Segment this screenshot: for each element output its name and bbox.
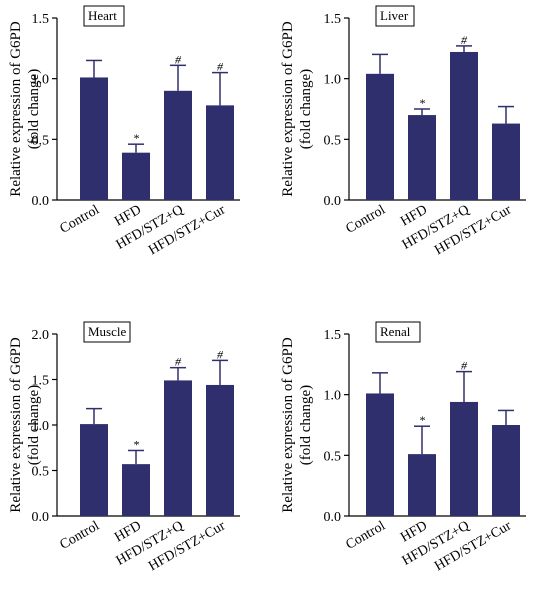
bar xyxy=(122,464,150,516)
bar xyxy=(408,454,436,516)
panel-label: Muscle xyxy=(88,324,127,339)
bar xyxy=(492,425,520,516)
y-tick-label: 1.5 xyxy=(324,328,342,343)
y-tick-label: 0.0 xyxy=(324,510,342,525)
bar xyxy=(492,123,520,200)
x-tick-label: Control xyxy=(343,518,388,552)
y-axis-title-unit: (fold change) xyxy=(26,385,42,465)
significance-marker: * xyxy=(133,437,139,451)
y-tick-label: 1.0 xyxy=(32,419,50,434)
bar xyxy=(164,380,192,516)
y-axis-title: Relative expression of G6PD xyxy=(280,337,296,513)
y-tick-label: 0.0 xyxy=(32,510,50,525)
y-axis-title-unit: (fold change) xyxy=(298,385,314,465)
x-tick-label: Control xyxy=(57,202,102,236)
significance-marker: # xyxy=(461,359,468,373)
bar xyxy=(366,393,394,516)
x-tick-label: Control xyxy=(57,518,102,552)
y-axis-title: Relative expression of G6PD xyxy=(280,21,296,197)
y-tick-label: 0.0 xyxy=(32,194,50,209)
panel-label: Liver xyxy=(380,8,409,23)
y-axis-title-unit: (fold change) xyxy=(298,69,314,149)
bar xyxy=(206,105,234,200)
y-tick-label: 1.5 xyxy=(32,374,50,389)
bar xyxy=(164,90,192,200)
bar xyxy=(80,77,108,200)
significance-marker: * xyxy=(419,96,425,110)
x-tick-label: Control xyxy=(343,202,388,236)
bar xyxy=(408,115,436,200)
y-tick-label: 0.5 xyxy=(324,133,342,148)
y-axis-title-unit: (fold change) xyxy=(26,69,42,149)
y-tick-label: 1.0 xyxy=(32,73,50,88)
chart-panel-liver: 0.0 0.5 1.0 1.5 Relative expression of G6PD(… xyxy=(280,5,526,258)
y-tick-label: 2.0 xyxy=(32,328,50,343)
y-tick-label: 1.5 xyxy=(324,12,342,27)
panel-label-box xyxy=(375,321,421,343)
chart-panel-muscle: 0.0 0.5 1.0 1.5 2.0 Relative expression of G6… xyxy=(8,321,240,574)
panel-label: Heart xyxy=(88,8,117,23)
bar xyxy=(122,152,150,200)
significance-marker: * xyxy=(133,131,139,145)
y-tick-label: 0.5 xyxy=(32,133,50,148)
chart-panel-heart: 0.0 0.5 1.0 1.5 Relative expression of G6PD(… xyxy=(8,5,240,258)
panel-label: Renal xyxy=(380,324,411,339)
panel-label-box xyxy=(83,321,131,343)
bar xyxy=(450,51,478,201)
significance-marker: # xyxy=(175,355,182,369)
y-tick-label: 1.0 xyxy=(324,73,342,88)
y-tick-label: 1.0 xyxy=(324,389,342,404)
significance-marker: # xyxy=(217,60,224,74)
bar xyxy=(80,424,108,516)
y-tick-label: 0.5 xyxy=(32,465,50,480)
significance-marker: * xyxy=(419,413,425,427)
y-tick-label: 1.5 xyxy=(32,12,50,27)
panel-label-box xyxy=(83,5,125,27)
panel-label-box xyxy=(375,5,415,27)
bar xyxy=(366,73,394,200)
y-tick-label: 0.0 xyxy=(324,194,342,209)
chart-panel-renal: 0.0 0.5 1.0 1.5 Relative expression of G6PD(… xyxy=(280,321,526,574)
bar xyxy=(450,401,478,516)
significance-marker: # xyxy=(175,52,182,66)
y-axis-title: Relative expression of G6PD xyxy=(8,21,24,197)
y-tick-label: 0.5 xyxy=(324,449,342,464)
significance-marker: # xyxy=(461,33,468,47)
y-axis-title: Relative expression of G6PD xyxy=(8,337,24,513)
significance-marker: # xyxy=(217,347,224,361)
bar xyxy=(206,384,234,516)
